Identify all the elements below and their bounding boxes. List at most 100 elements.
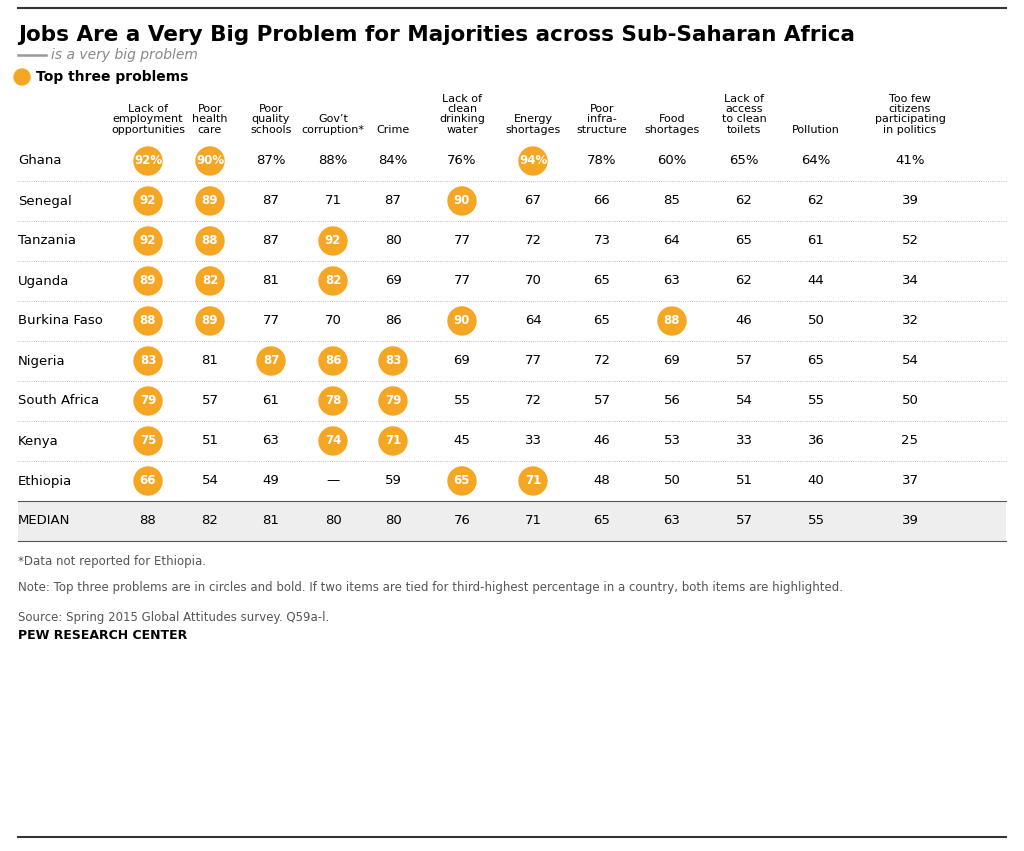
Text: 54: 54 [901,355,919,368]
Text: Uganda: Uganda [18,275,70,288]
Text: 50: 50 [901,395,919,408]
Text: 80: 80 [385,235,401,248]
Text: Tanzania: Tanzania [18,235,76,248]
Text: 53: 53 [664,435,681,448]
Text: 51: 51 [735,475,753,488]
Text: 80: 80 [385,515,401,528]
Text: Gov’t: Gov’t [318,115,348,124]
Text: Crime: Crime [377,125,410,135]
Text: 81: 81 [202,355,218,368]
Text: structure: structure [577,125,628,135]
Circle shape [519,467,547,495]
Text: 86: 86 [385,315,401,328]
Text: to clean: to clean [722,115,766,124]
Text: 57: 57 [202,395,218,408]
Text: employment: employment [113,115,183,124]
Circle shape [658,307,686,335]
Text: 61: 61 [262,395,280,408]
Text: 90: 90 [454,315,470,328]
Text: 87: 87 [262,195,280,208]
Circle shape [379,387,407,415]
Text: 88: 88 [664,315,680,328]
Text: Energy: Energy [513,115,553,124]
Text: 66: 66 [594,195,610,208]
Text: Source: Spring 2015 Global Attitudes survey. Q59a-l.: Source: Spring 2015 Global Attitudes sur… [18,611,330,624]
Circle shape [134,427,162,455]
Text: 84%: 84% [378,155,408,168]
Text: 83: 83 [385,355,401,368]
Text: 62: 62 [735,275,753,288]
Text: 55: 55 [454,395,470,408]
Text: 79: 79 [385,395,401,408]
Text: 92: 92 [140,235,157,248]
Text: 71: 71 [325,195,341,208]
Text: corruption*: corruption* [301,125,365,135]
Circle shape [319,347,347,375]
Text: 75: 75 [140,435,157,448]
Text: 65: 65 [808,355,824,368]
Text: care: care [198,125,222,135]
Text: Too few: Too few [889,94,931,104]
Text: health: health [193,115,227,124]
Text: 87: 87 [263,355,280,368]
Text: 50: 50 [808,315,824,328]
Text: 77: 77 [524,355,542,368]
Text: 54: 54 [735,395,753,408]
Circle shape [134,387,162,415]
Text: 82: 82 [325,275,341,288]
Text: 71: 71 [385,435,401,448]
Text: toilets: toilets [727,125,761,135]
Text: is a very big problem: is a very big problem [51,48,198,62]
Text: 65: 65 [594,315,610,328]
Text: Burkina Faso: Burkina Faso [18,315,102,328]
Circle shape [449,467,476,495]
Text: Lack of: Lack of [724,94,764,104]
Text: 77: 77 [454,275,470,288]
Text: 72: 72 [594,355,610,368]
Text: 76: 76 [454,515,470,528]
Text: 55: 55 [808,395,824,408]
Text: water: water [446,125,478,135]
Text: Poor: Poor [259,104,284,114]
Text: citizens: citizens [889,104,931,114]
Text: 46: 46 [594,435,610,448]
Text: 92%: 92% [134,155,162,168]
Text: 37: 37 [901,475,919,488]
Text: 73: 73 [594,235,610,248]
Text: participating: participating [874,115,945,124]
Text: 65: 65 [454,475,470,488]
Text: shortages: shortages [506,125,560,135]
Text: 78: 78 [325,395,341,408]
Circle shape [257,347,285,375]
Text: infra-: infra- [587,115,616,124]
Text: 51: 51 [202,435,218,448]
Text: Top three problems: Top three problems [36,70,188,84]
Text: 61: 61 [808,235,824,248]
Text: Pollution: Pollution [792,125,840,135]
Text: 66: 66 [139,475,157,488]
Text: 65%: 65% [729,155,759,168]
Text: 67: 67 [524,195,542,208]
Text: drinking: drinking [439,115,485,124]
Text: 65: 65 [594,515,610,528]
Circle shape [134,267,162,295]
Text: 82: 82 [202,515,218,528]
Text: 46: 46 [735,315,753,328]
Text: 86: 86 [325,355,341,368]
Text: Ghana: Ghana [18,155,61,168]
Text: clean: clean [446,104,477,114]
Text: 70: 70 [325,315,341,328]
Text: 33: 33 [735,435,753,448]
Text: schools: schools [250,125,292,135]
Circle shape [379,347,407,375]
Text: 52: 52 [901,235,919,248]
Text: 81: 81 [262,275,280,288]
Text: MEDIAN: MEDIAN [18,515,71,528]
Text: 90: 90 [454,195,470,208]
Text: 69: 69 [385,275,401,288]
Text: 54: 54 [202,475,218,488]
Text: 65: 65 [594,275,610,288]
Circle shape [196,267,224,295]
Circle shape [449,187,476,215]
Circle shape [134,187,162,215]
